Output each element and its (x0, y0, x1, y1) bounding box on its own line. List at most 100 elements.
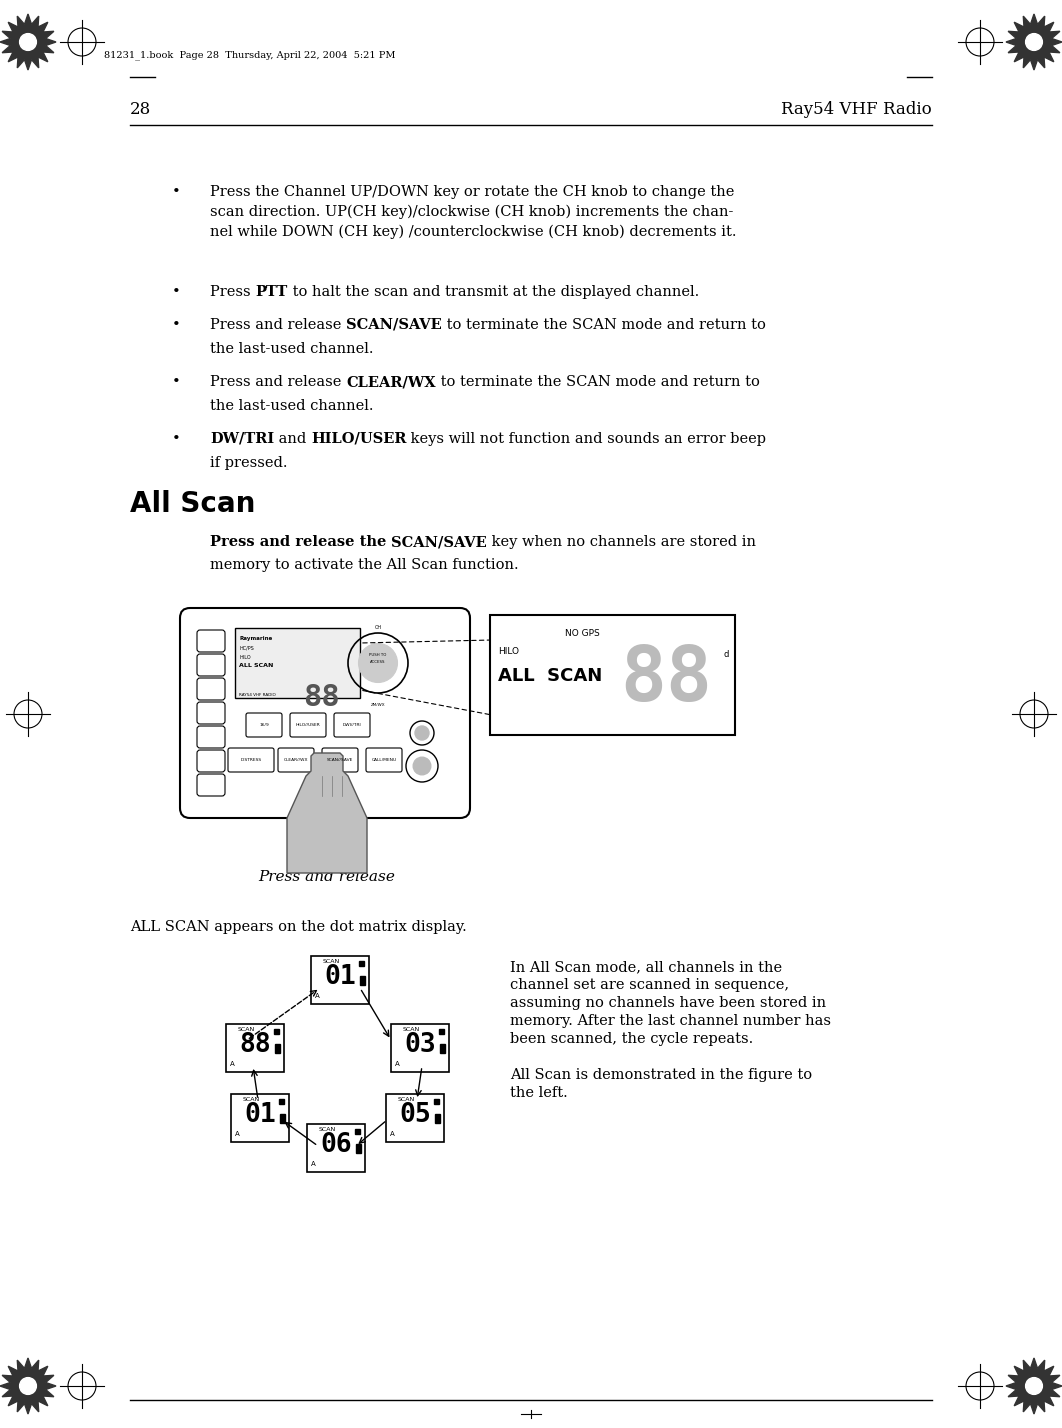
Text: ZM/WX: ZM/WX (371, 703, 386, 707)
Text: 81231_1.book  Page 28  Thursday, April 22, 2004  5:21 PM: 81231_1.book Page 28 Thursday, April 22,… (104, 50, 395, 60)
Text: In All Scan mode, all channels in the: In All Scan mode, all channels in the (510, 960, 782, 974)
Text: ALL  SCAN: ALL SCAN (498, 667, 602, 685)
Text: 28: 28 (130, 101, 151, 119)
Text: memory to activate the All Scan function.: memory to activate the All Scan function… (210, 558, 518, 573)
Text: SCAN/SAVE: SCAN/SAVE (392, 536, 487, 548)
Text: •: • (172, 186, 181, 198)
Text: All Scan: All Scan (130, 490, 255, 518)
Circle shape (1026, 34, 1043, 50)
FancyBboxPatch shape (196, 703, 225, 724)
Polygon shape (0, 14, 56, 70)
Text: to halt the scan and transmit at the displayed channel.: to halt the scan and transmit at the dis… (288, 286, 699, 298)
Text: •: • (172, 318, 181, 331)
Text: Press: Press (210, 286, 255, 298)
Polygon shape (1006, 1358, 1062, 1414)
Text: Press and release: Press and release (210, 318, 346, 331)
Text: Press and release: Press and release (258, 870, 395, 884)
Text: SCAN: SCAN (323, 960, 340, 964)
FancyBboxPatch shape (386, 1094, 444, 1142)
Text: DISTRESS: DISTRESS (240, 758, 261, 763)
Text: 01: 01 (324, 964, 356, 990)
Text: CH: CH (375, 625, 381, 630)
Text: Ray54 VHF Radio: Ray54 VHF Radio (782, 101, 932, 119)
Bar (359, 961, 364, 965)
Text: CALL/MENU: CALL/MENU (372, 758, 396, 763)
Text: memory. After the last channel number has: memory. After the last channel number ha… (510, 1014, 830, 1028)
Bar (355, 1130, 360, 1134)
Circle shape (415, 725, 429, 740)
Bar (275, 1044, 280, 1052)
FancyBboxPatch shape (366, 748, 402, 773)
Circle shape (19, 34, 36, 50)
FancyBboxPatch shape (196, 654, 225, 675)
Text: the last-used channel.: the last-used channel. (210, 341, 374, 356)
FancyBboxPatch shape (490, 615, 735, 735)
Text: scan direction. UP(CH key)/clockwise (CH knob) increments the chan-: scan direction. UP(CH key)/clockwise (CH… (210, 206, 734, 220)
FancyBboxPatch shape (196, 725, 225, 748)
Text: PTT: PTT (255, 286, 288, 298)
FancyBboxPatch shape (228, 748, 274, 773)
Polygon shape (1006, 14, 1062, 70)
Text: the left.: the left. (510, 1087, 568, 1100)
Text: CLEAR//WX: CLEAR//WX (284, 758, 308, 763)
Text: 05: 05 (399, 1102, 431, 1128)
Text: SCAN: SCAN (319, 1127, 336, 1132)
Text: HILO//USER: HILO//USER (295, 723, 321, 727)
Text: d: d (723, 650, 729, 658)
FancyBboxPatch shape (235, 628, 360, 698)
Text: A: A (230, 1061, 235, 1067)
FancyBboxPatch shape (391, 1024, 449, 1072)
Bar (440, 1044, 445, 1052)
Text: DWI//TRI: DWI//TRI (343, 723, 361, 727)
Text: SCAN//SAVE: SCAN//SAVE (327, 758, 354, 763)
FancyBboxPatch shape (232, 1094, 289, 1142)
Polygon shape (287, 753, 367, 873)
Bar (274, 1030, 279, 1034)
Text: RAY54 VHF RADIO: RAY54 VHF RADIO (239, 693, 276, 697)
Text: and: and (274, 433, 311, 446)
FancyBboxPatch shape (196, 774, 225, 795)
Text: 06: 06 (320, 1132, 352, 1158)
Text: SCAN: SCAN (243, 1097, 260, 1102)
Circle shape (413, 757, 431, 775)
Circle shape (1026, 1378, 1043, 1394)
FancyBboxPatch shape (196, 750, 225, 773)
Text: DW/TRI: DW/TRI (210, 433, 274, 446)
Text: key when no channels are stored in: key when no channels are stored in (487, 536, 756, 548)
Text: All Scan is demonstrated in the figure to: All Scan is demonstrated in the figure t… (510, 1068, 812, 1082)
FancyBboxPatch shape (290, 713, 326, 737)
FancyBboxPatch shape (179, 608, 470, 818)
Bar (434, 1100, 439, 1104)
Text: A: A (315, 992, 320, 1000)
FancyBboxPatch shape (246, 713, 282, 737)
Text: 88: 88 (239, 1032, 271, 1058)
Text: PUSH TO: PUSH TO (370, 653, 387, 657)
Text: 03: 03 (405, 1032, 435, 1058)
Polygon shape (0, 1358, 56, 1414)
Text: SCAN: SCAN (397, 1097, 415, 1102)
Text: to terminate the SCAN mode and return to: to terminate the SCAN mode and return to (442, 318, 766, 331)
Bar (435, 1114, 440, 1122)
Text: to terminate the SCAN mode and return to: to terminate the SCAN mode and return to (435, 376, 759, 388)
Text: Raymarine: Raymarine (239, 635, 272, 641)
Text: been scanned, the cycle repeats.: been scanned, the cycle repeats. (510, 1032, 753, 1045)
Text: SCAN: SCAN (402, 1027, 419, 1032)
Circle shape (19, 1378, 36, 1394)
Text: 88: 88 (303, 683, 340, 713)
FancyBboxPatch shape (322, 748, 358, 773)
Text: SCAN/SAVE: SCAN/SAVE (346, 318, 442, 331)
FancyBboxPatch shape (335, 713, 370, 737)
Bar (280, 1114, 285, 1122)
Text: Press and release: Press and release (210, 376, 346, 388)
Bar (360, 975, 365, 985)
Text: 01: 01 (244, 1102, 276, 1128)
Text: SCAN: SCAN (238, 1027, 255, 1032)
Text: A: A (311, 1161, 315, 1167)
Bar (279, 1100, 284, 1104)
Text: ALL SCAN: ALL SCAN (239, 663, 273, 668)
Circle shape (359, 644, 397, 683)
Text: A: A (390, 1131, 395, 1137)
FancyBboxPatch shape (196, 630, 225, 653)
FancyBboxPatch shape (226, 1024, 284, 1072)
Text: nel while DOWN (CH key) /counterclockwise (CH knob) decrements it.: nel while DOWN (CH key) /counterclockwis… (210, 226, 737, 240)
